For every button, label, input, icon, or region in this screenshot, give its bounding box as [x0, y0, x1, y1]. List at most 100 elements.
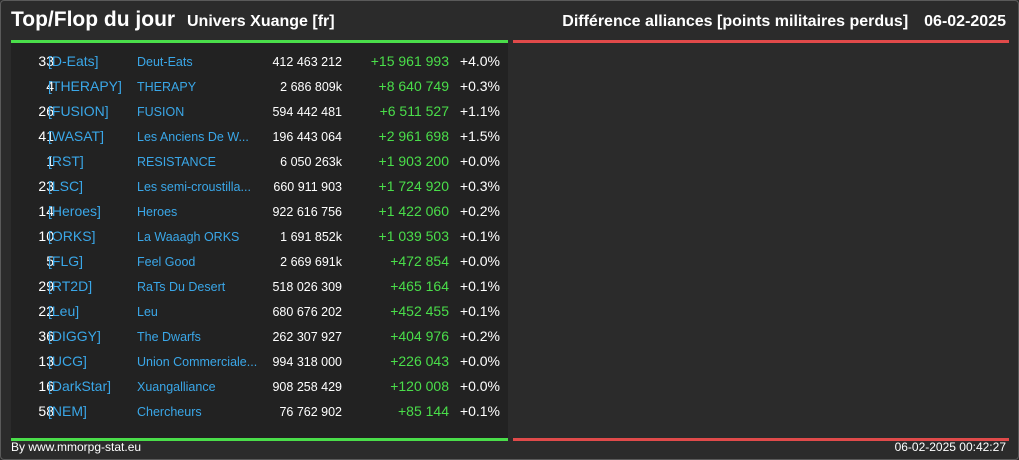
points-difference: +2 961 698 — [378, 128, 449, 144]
alliance-name-link[interactable]: RESISTANCE — [137, 155, 216, 169]
alliance-points: 680 676 202 — [272, 305, 342, 319]
points-difference: +1 422 060 — [378, 203, 449, 219]
alliance-name-link[interactable]: The Dwarfs — [137, 330, 201, 344]
alliance-points: 196 443 064 — [272, 130, 342, 144]
alliance-points: 2 686 809k — [280, 80, 342, 94]
percent-change: +0.1% — [459, 303, 500, 319]
percent-change: +0.2% — [459, 328, 500, 344]
alliance-points: 412 463 212 — [272, 55, 342, 69]
alliance-tag-link[interactable]: [ORKS] — [48, 228, 96, 244]
alliance-tag-link[interactable]: [DarkStar] — [48, 378, 112, 394]
points-difference: +452 455 — [390, 303, 449, 319]
alliance-points: 76 762 902 — [279, 405, 342, 419]
percent-change: +0.0% — [459, 253, 500, 269]
alliance-points: 262 307 927 — [272, 330, 342, 344]
alliance-name-link[interactable]: Les Anciens De W... — [137, 130, 249, 144]
alliance-rank: 33 — [38, 53, 54, 69]
percent-change: +1.1% — [459, 103, 500, 119]
percent-change: +0.1% — [459, 228, 500, 244]
alliance-rank: 4 — [46, 78, 54, 94]
alliance-tag-link[interactable]: [FLG] — [48, 253, 84, 269]
alliance-tag-link[interactable]: [Heroes] — [48, 203, 101, 219]
percent-change: +1.5% — [459, 128, 500, 144]
alliance-tag-link[interactable]: [WASAT] — [48, 128, 104, 144]
table-row: 14 [Heroes] Heroes 922 616 756 +1 422 060 +0.… — [11, 199, 508, 224]
alliance-name-link[interactable]: Chercheurs — [137, 405, 202, 419]
table-row: 23 [LSC] Les semi-croustilla... 660 911 903… — [11, 174, 508, 199]
percent-change: +0.2% — [459, 203, 500, 219]
alliance-name-link[interactable]: Heroes — [137, 205, 178, 219]
percent-change: +0.3% — [459, 78, 500, 94]
alliance-name-link[interactable]: Leu — [137, 305, 158, 319]
points-difference: +472 854 — [390, 253, 449, 269]
alliance-rank: 41 — [38, 128, 54, 144]
table-row: 10 [ORKS] La Waaagh ORKS 1 691 852k +1 039 5… — [11, 224, 508, 249]
alliance-name-link[interactable]: THERAPY — [137, 80, 197, 94]
alliance-name-link[interactable]: RaTs Du Desert — [137, 280, 226, 294]
page-title: Top/Flop du jour — [11, 8, 176, 31]
alliance-rank: 23 — [38, 178, 54, 194]
alliance-tag-link[interactable]: [LSC] — [48, 178, 84, 194]
alliance-tag-link[interactable]: [D-Eats] — [48, 53, 99, 69]
alliance-tag-link[interactable]: [RST] — [48, 153, 84, 169]
header-date: 06-02-2025 — [924, 13, 1006, 30]
table-row: 5 [FLG] Feel Good 2 669 691k +472 854 +0.0% — [11, 249, 508, 274]
alliance-points: 594 442 481 — [272, 105, 342, 119]
alliance-tag-link[interactable]: [NEM] — [48, 403, 87, 419]
points-difference: +404 976 — [390, 328, 449, 344]
alliance-tag-link[interactable]: [DIGGY] — [48, 328, 101, 344]
points-difference: +6 511 527 — [379, 103, 449, 119]
table-row: 58 [NEM] Chercheurs 76 762 902 +85 144 +0.1% — [11, 399, 508, 424]
table-row: 4 [THERAPY] THERAPY 2 686 809k +8 640 749 +0.… — [11, 74, 508, 99]
percent-change: +4.0% — [459, 53, 500, 69]
percent-change: +0.3% — [459, 178, 500, 194]
alliance-rank: 36 — [38, 328, 54, 344]
percent-change: +0.1% — [459, 403, 500, 419]
header-right: Différence alliances [points militaires … — [562, 13, 1006, 31]
points-difference: +1 724 920 — [378, 178, 449, 194]
alliance-rank: 14 — [38, 203, 54, 219]
percent-change: +0.0% — [459, 353, 500, 369]
alliance-points: 1 691 852k — [280, 230, 342, 244]
alliance-name-link[interactable]: La Waaagh ORKS — [137, 230, 240, 244]
alliance-tag-link[interactable]: [Leu] — [48, 303, 80, 319]
points-difference: +226 043 — [390, 353, 449, 369]
alliance-name-link[interactable]: Union Commerciale... — [137, 355, 258, 369]
alliance-points: 6 050 263k — [280, 155, 342, 169]
points-difference: +1 039 503 — [378, 228, 449, 244]
table-row: 29 [RT2D] RaTs Du Desert 518 026 309 +465 16… — [11, 274, 508, 299]
alliance-tag-link[interactable]: [THERAPY] — [48, 78, 122, 94]
alliance-name-link[interactable]: Deut-Eats — [137, 55, 193, 69]
alliance-rank: 16 — [38, 378, 54, 394]
table-row: 41 [WASAT] Les Anciens De W... 196 443 064 +… — [11, 124, 508, 149]
alliance-points: 660 911 903 — [273, 180, 342, 194]
alliance-rank: 22 — [38, 303, 54, 319]
alliance-rank: 1 — [46, 153, 54, 169]
alliance-rank: 26 — [38, 103, 54, 119]
alliance-tag-link[interactable]: [FUSION] — [48, 103, 109, 119]
alliance-rank: 58 — [38, 403, 54, 419]
alliance-name-link[interactable]: FUSION — [137, 105, 185, 119]
alliance-rank: 5 — [46, 253, 54, 269]
alliance-points: 518 026 309 — [272, 280, 342, 294]
alliance-name-link[interactable]: Xuangalliance — [137, 380, 216, 394]
source-credit: By www.mmorpg-stat.eu — [11, 440, 142, 454]
alliance-rank: 13 — [38, 353, 54, 369]
table-row: 26 [FUSION] FUSION 594 442 481 +6 511 527 +1.… — [11, 99, 508, 124]
table-row: 1 [RST] RESISTANCE 6 050 263k +1 903 200 +0.0… — [11, 149, 508, 174]
alliance-name-link[interactable]: Les semi-croustilla... — [137, 180, 251, 194]
points-difference: +1 903 200 — [378, 153, 449, 169]
points-difference: +8 640 749 — [378, 78, 449, 94]
alliance-tag-link[interactable]: [UCG] — [48, 353, 87, 369]
percent-change: +0.0% — [459, 153, 500, 169]
alliance-name-link[interactable]: Feel Good — [137, 255, 196, 269]
points-difference: +85 144 — [398, 403, 449, 419]
alliance-points: 908 258 429 — [272, 380, 342, 394]
flop-panel — [513, 40, 1009, 441]
points-difference: +15 961 993 — [370, 53, 449, 69]
points-difference: +120 008 — [390, 378, 449, 394]
alliance-tag-link[interactable]: [RT2D] — [48, 278, 93, 294]
alliance-rank: 10 — [38, 228, 54, 244]
top-panel: 33 [D-Eats] Deut-Eats 412 463 212 +15 961 99… — [11, 40, 508, 441]
